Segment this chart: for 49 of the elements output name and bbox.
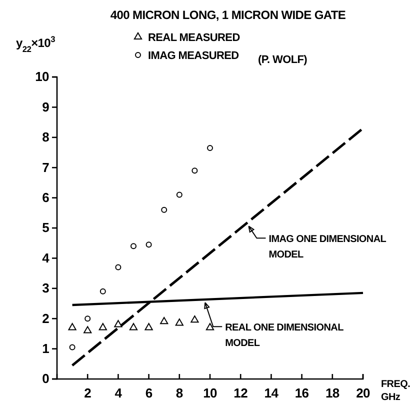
- point: [114, 320, 122, 328]
- legend-label: REAL MEASURED: [148, 32, 240, 44]
- legend-label: IMAG MEASURED: [148, 50, 240, 62]
- point: [160, 317, 168, 324]
- y-tick-label: 4: [42, 250, 50, 266]
- x-tick-label: 16: [294, 386, 309, 401]
- y-tick-label: 2: [42, 310, 50, 326]
- y-tick-label: 3: [42, 280, 50, 296]
- point: [98, 323, 107, 330]
- y-axis-title: y$_{22}$×10$^{3}$: [16, 34, 56, 54]
- point: [100, 288, 106, 294]
- point: [144, 323, 153, 330]
- point: [175, 318, 184, 326]
- point: [206, 323, 214, 330]
- point: [115, 264, 122, 270]
- y-tick-label: 10: [35, 69, 50, 84]
- y-tick-label: 8: [42, 130, 50, 145]
- point: [192, 168, 198, 174]
- x-tick-label: 20: [356, 386, 370, 401]
- y-tick-label: 5: [42, 220, 50, 236]
- point: [84, 326, 92, 334]
- y-tick-label: 9: [42, 99, 50, 114]
- x-tick-label: 2: [84, 386, 92, 401]
- x-tick-label: 4: [114, 386, 123, 401]
- y-tick-label: 0: [42, 371, 50, 386]
- point: [146, 242, 152, 248]
- x-tick-label: 18: [325, 386, 340, 401]
- point: [84, 316, 91, 322]
- point: [129, 323, 138, 330]
- x-tick-label: 8: [176, 386, 183, 401]
- chart-title: 400 MICRON LONG, 1 MICRON WIDE GATE: [110, 8, 346, 22]
- text: REAL ONE DIMENSIONAL MODEL: [225, 322, 344, 350]
- point: [130, 243, 136, 250]
- x-tick-label: 12: [234, 386, 248, 401]
- point: [207, 144, 213, 151]
- y-tick-label: 1: [42, 340, 50, 356]
- point: [190, 315, 199, 323]
- point: [161, 206, 168, 213]
- point: [69, 344, 76, 350]
- y-tick-label: 6: [42, 190, 50, 205]
- text: IMAG ONE DIMENSIONAL MODEL: [268, 234, 386, 261]
- y-tick-label: 7: [42, 160, 50, 175]
- x-tick-label: 6: [145, 386, 152, 401]
- x-tick-label: 14: [264, 386, 280, 401]
- point: [68, 323, 76, 330]
- text: (P. WOLF): [258, 54, 308, 66]
- x-axis-title: FREQ. GHz: [381, 379, 411, 403]
- point: [176, 192, 182, 198]
- x-tick-label: 10: [203, 386, 217, 401]
